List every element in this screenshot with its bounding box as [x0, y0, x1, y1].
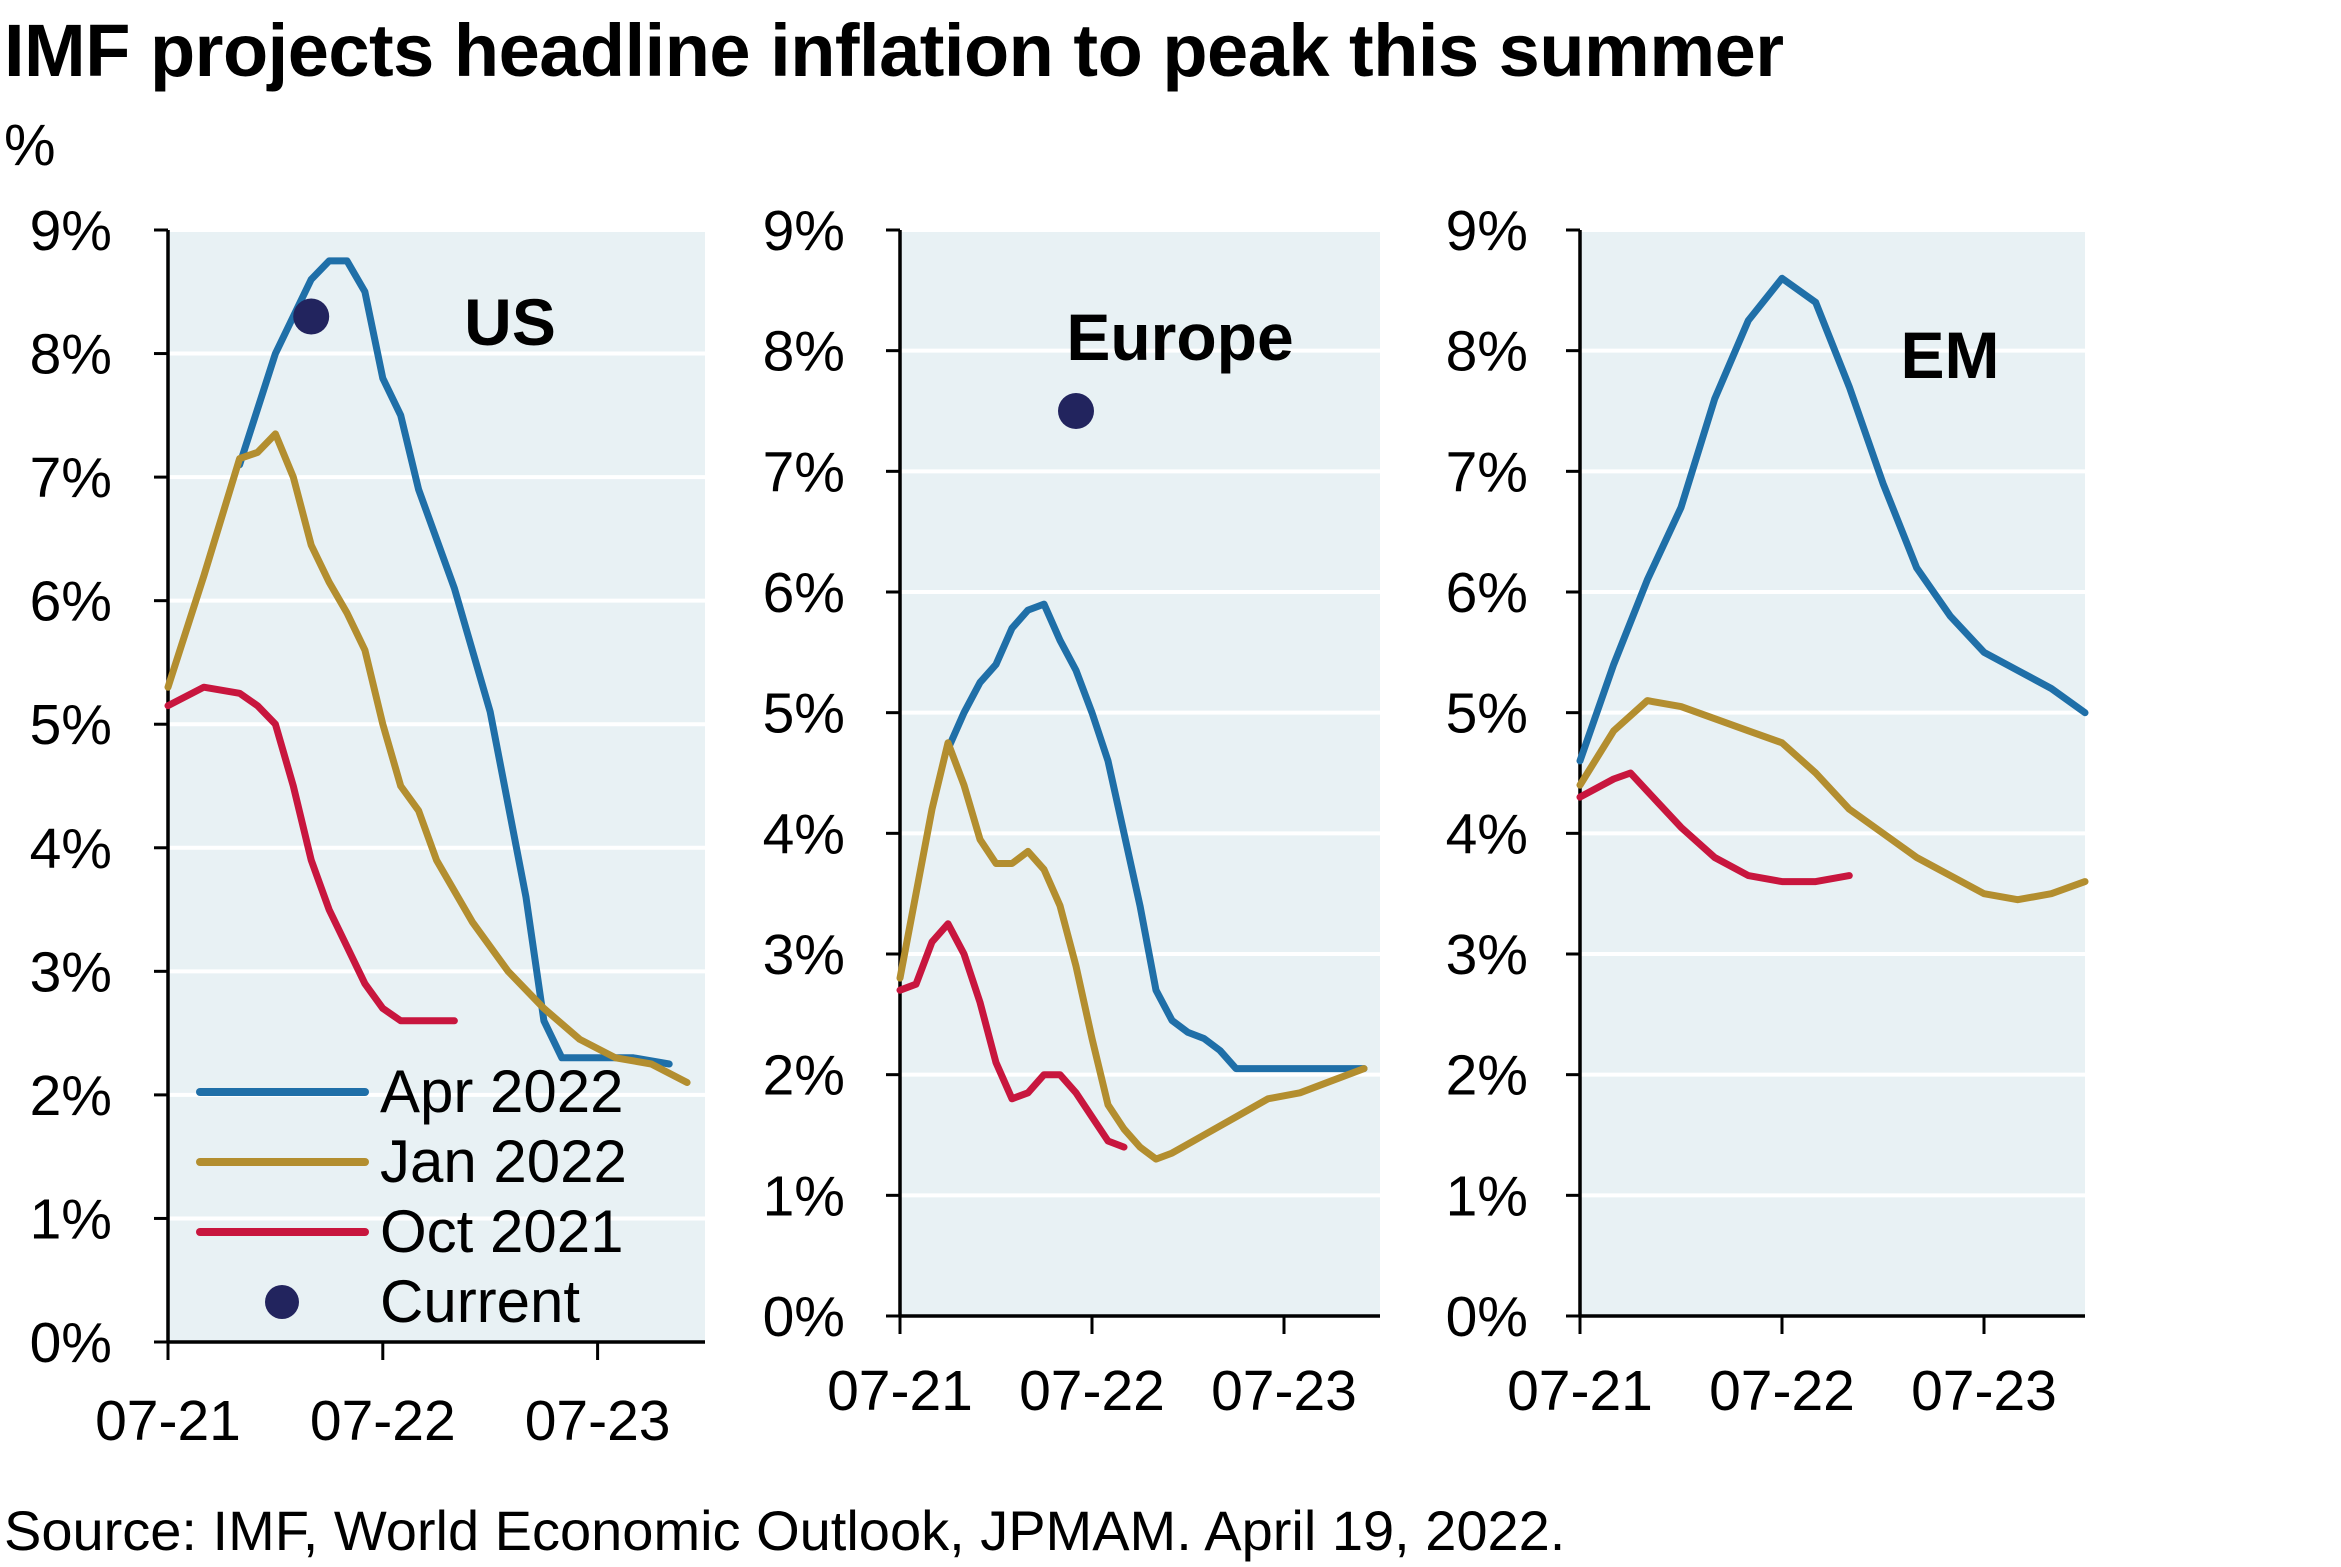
x-tick-label: 07-23	[1211, 1359, 1357, 1423]
y-tick-label: 1%	[30, 1187, 112, 1251]
y-tick-label: 7%	[30, 446, 112, 510]
legend-item-current: Current	[265, 1268, 580, 1335]
y-tick-label: 9%	[763, 199, 845, 263]
y-tick-label: 8%	[763, 320, 845, 384]
x-tick-label: 07-23	[525, 1389, 671, 1453]
y-tick-label: 2%	[763, 1044, 845, 1108]
x-tick-label: 07-22	[1709, 1359, 1855, 1423]
panel-em: 0% 1% 2% 3% 4% 5% 6% 7% 8% 9% 07-21 07-22 07-23 EM	[1446, 199, 2089, 1423]
y-tick-label: 8%	[1446, 320, 1528, 384]
panel-title: Europe	[1066, 300, 1293, 374]
y-tick-label: 1%	[763, 1164, 845, 1228]
series-line-apr-2022	[944, 600, 1368, 1073]
legend-label: Current	[380, 1268, 580, 1335]
legend-swatch-dot	[265, 1285, 299, 1319]
legend-item-oct-2021: Oct 2021	[196, 1198, 624, 1265]
y-tick-label: 4%	[1446, 802, 1528, 866]
y-tick-label: 1%	[1446, 1164, 1528, 1228]
series-line-jan-2022	[1576, 697, 2089, 904]
y-tick-label: 9%	[30, 199, 112, 263]
y-tick-label: 6%	[1446, 561, 1528, 625]
panel-title: EM	[1901, 318, 2000, 392]
x-tick-label: 07-22	[1019, 1359, 1165, 1423]
y-tick-label: 4%	[30, 817, 112, 881]
y-tick-label: 3%	[30, 940, 112, 1004]
series-line-jan-2022	[896, 739, 1368, 1163]
legend-item-apr-2022: Apr 2022	[196, 1058, 624, 1125]
y-tick-label: 0%	[1446, 1285, 1528, 1349]
y-tick-label: 5%	[30, 693, 112, 757]
series-line-oct-2021	[896, 920, 1128, 1151]
y-tick-label: 3%	[1446, 923, 1528, 987]
y-tick-label: 2%	[1446, 1044, 1528, 1108]
series-line-jan-2022	[164, 430, 691, 1086]
x-tick-label: 07-22	[310, 1389, 456, 1453]
x-tick-label: 07-21	[827, 1359, 973, 1423]
source-note: Source: IMF, World Economic Outlook, JPM…	[4, 1499, 1566, 1562]
y-tick-label: 9%	[1446, 199, 1528, 263]
y-tick-label: 0%	[763, 1285, 845, 1349]
y-tick-label: 7%	[763, 440, 845, 504]
y-tick-label: 6%	[30, 570, 112, 634]
y-tick-label: 2%	[30, 1064, 112, 1128]
chart-title: IMF projects headline inflation to peak …	[4, 9, 1784, 92]
y-tick-label: 0%	[30, 1311, 112, 1375]
y-tick-label: 5%	[763, 682, 845, 746]
panel-title: US	[464, 285, 556, 359]
y-tick-label: 6%	[763, 561, 845, 625]
current-marker	[1058, 393, 1094, 429]
y-tick-label: 8%	[30, 323, 112, 387]
y-tick-label: 7%	[1446, 440, 1528, 504]
legend-item-jan-2022: Jan 2022	[196, 1128, 627, 1195]
series-line-apr-2022	[236, 257, 673, 1068]
series-line-oct-2021	[164, 683, 458, 1025]
y-unit-label: %	[4, 113, 56, 178]
plot-background	[1580, 230, 2085, 1316]
current-marker	[293, 298, 330, 335]
legend-label: Oct 2021	[380, 1198, 624, 1265]
legend-label: Jan 2022	[380, 1128, 627, 1195]
panel-europe: 0% 1% 2% 3% 4% 5% 6% 7% 8% 9% 07-21 07-22 07-23 Europ…	[763, 199, 1380, 1423]
series-line-oct-2021	[1576, 769, 1853, 886]
y-tick-label: 4%	[763, 802, 845, 866]
plot-background	[900, 230, 1380, 1316]
series-line-apr-2022	[1576, 274, 2089, 765]
y-tick-label: 3%	[763, 923, 845, 987]
y-tick-label: 5%	[1446, 682, 1528, 746]
x-tick-label: 07-23	[1911, 1359, 2057, 1423]
x-tick-label: 07-21	[1507, 1359, 1653, 1423]
x-tick-label: 07-21	[95, 1389, 241, 1453]
legend-label: Apr 2022	[380, 1058, 624, 1125]
panel-us: 0% 1% 2% 3% 4% 5% 6% 7% 8% 9% 07-21 07-22 07-23 US	[30, 199, 705, 1453]
